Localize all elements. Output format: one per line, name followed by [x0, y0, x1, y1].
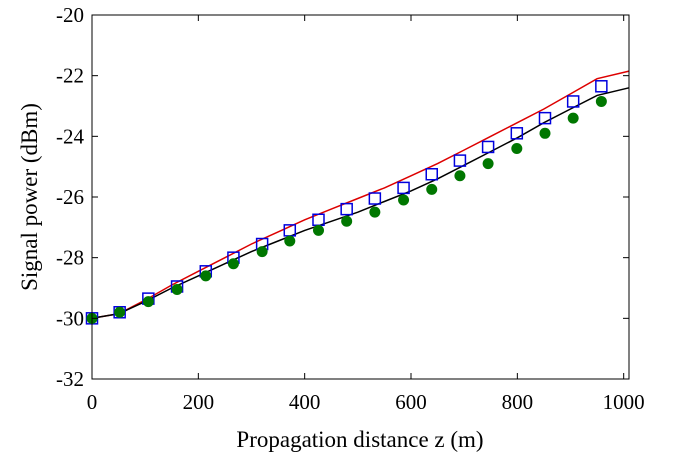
y-tick-label: -20 — [56, 3, 84, 27]
y-axis-title: Signal power (dBm) — [17, 103, 42, 291]
x-tick-label: 200 — [183, 390, 215, 414]
square-marker — [425, 168, 438, 181]
x-axis-title: Propagation distance z (m) — [236, 427, 483, 452]
circle-marker — [595, 95, 607, 107]
square-marker — [397, 181, 410, 195]
circle-marker — [539, 127, 551, 139]
square-marker — [368, 192, 382, 205]
circle-marker — [426, 183, 438, 195]
circle-marker — [567, 112, 579, 124]
circle-marker — [398, 194, 410, 206]
x-tick-label: 800 — [502, 390, 534, 414]
y-tick-label: -28 — [56, 246, 84, 270]
circle-marker — [312, 224, 324, 236]
circle-marker — [454, 170, 466, 182]
square-marker — [481, 140, 495, 154]
square-marker — [566, 95, 580, 108]
y-tick-label: -32 — [56, 367, 84, 391]
y-tick-label: -26 — [56, 185, 84, 209]
y-tick-label: -24 — [56, 124, 84, 148]
circle-marker — [256, 246, 268, 258]
circle-marker — [114, 306, 126, 318]
square-marker — [510, 127, 524, 140]
circle-marker — [341, 215, 353, 227]
circle-marker — [511, 142, 523, 154]
x-tick-label: 0 — [87, 390, 98, 414]
circle-marker — [200, 270, 212, 282]
x-tick-label: 400 — [289, 390, 321, 414]
circle-marker — [369, 206, 381, 218]
circle-marker — [482, 158, 494, 170]
y-tick-label: -30 — [56, 306, 84, 330]
square-marker — [595, 80, 608, 93]
series-line-1 — [91, 87, 630, 320]
square-marker — [453, 154, 467, 167]
circle-marker — [227, 258, 239, 270]
square-marker — [340, 202, 353, 216]
axes: 0 200 400 600 800 1000 -32 -30 -28 -26 -24 -22 -20 — [56, 3, 645, 414]
circle-marker — [171, 284, 183, 296]
circle-marker — [142, 296, 154, 308]
x-tick-label: 600 — [395, 390, 427, 414]
y-tick-label: -22 — [56, 64, 84, 88]
x-tick-label: 1000 — [603, 390, 645, 414]
circle-marker — [284, 235, 296, 247]
square-marker — [538, 111, 552, 125]
plot-content — [85, 70, 630, 325]
